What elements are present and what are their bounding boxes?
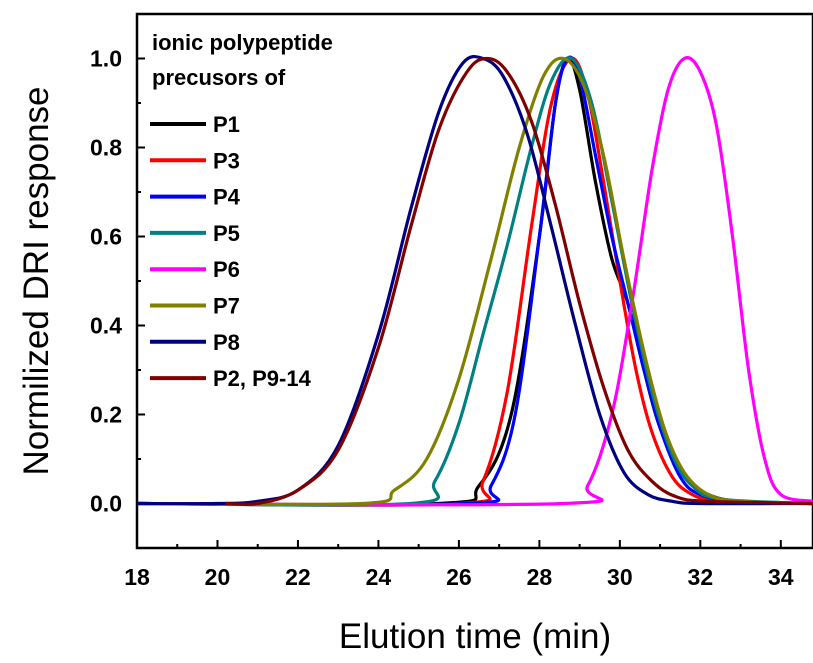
x-tick-label: 28: [527, 564, 553, 590]
legend-label: P2, P9-14: [213, 366, 312, 391]
legend-label: P1: [213, 112, 240, 137]
y-tick-label: 0.6: [90, 224, 122, 250]
series-lines: [136, 54, 813, 507]
y-tick-label: 0.8: [90, 135, 122, 161]
legend: ionic polypeptide precusors of P1P3P4P5P…: [150, 30, 333, 391]
y-tick-label: 0.0: [90, 491, 122, 517]
series-line-5: [136, 56, 813, 507]
x-tick-label: 32: [688, 564, 714, 590]
legend-label: P4: [213, 185, 241, 210]
x-axis-ticks: 18 20 22 24 26 28 30 32 34: [124, 540, 794, 590]
y-tick-label: 0.2: [90, 402, 122, 428]
legend-label: P5: [213, 221, 240, 246]
y-axis-title: Normilized DRI response: [17, 86, 56, 475]
x-tick-label: 20: [205, 564, 231, 590]
x-tick-label: 24: [366, 564, 392, 590]
legend-label: P7: [213, 294, 240, 319]
series-line-6: [136, 56, 813, 507]
y-axis-ticks: 0.0 0.2 0.4 0.6 0.8 1.0: [90, 13, 145, 549]
x-tick-label: 34: [768, 564, 794, 590]
x-tick-label: 26: [446, 564, 472, 590]
x-tick-label: 30: [607, 564, 633, 590]
legend-title-line-2: precusors of: [152, 65, 286, 90]
legend-label: P8: [213, 330, 240, 355]
legend-items: P1 P3 P4 P5 P6 P7 P8 P2, P9-14: [150, 112, 312, 391]
x-tick-label: 22: [285, 564, 311, 590]
y-tick-label: 1.0: [90, 46, 122, 72]
x-tick-label: 18: [124, 564, 150, 590]
series-line-8: [225, 56, 813, 507]
y-tick-label: 0.4: [90, 313, 122, 339]
legend-label: P6: [213, 257, 240, 282]
legend-title-line-1: ionic polypeptide: [152, 30, 333, 55]
legend-label: P3: [213, 148, 240, 173]
x-axis-title: Elution time (min): [339, 617, 611, 656]
